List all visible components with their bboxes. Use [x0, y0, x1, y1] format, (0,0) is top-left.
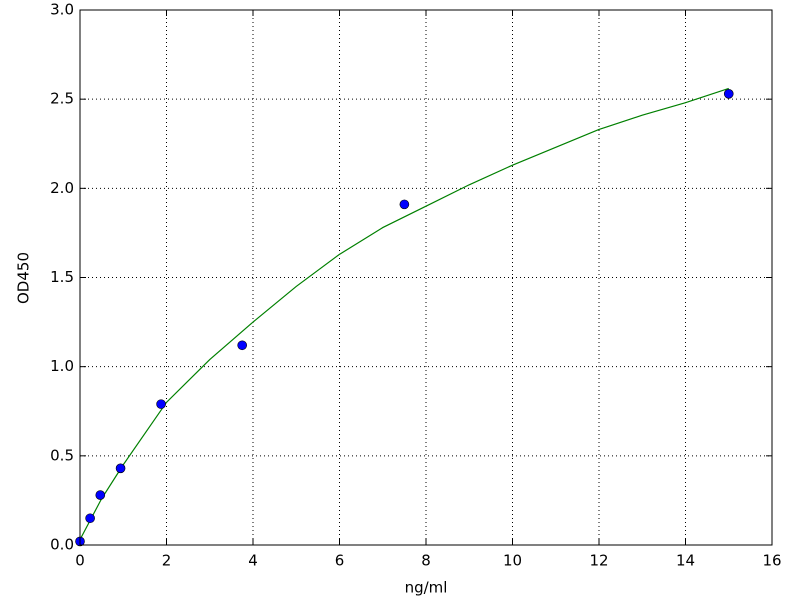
x-tick-label: 14 — [676, 552, 695, 570]
x-tick-label: 6 — [335, 552, 345, 570]
data-point — [115, 463, 126, 474]
data-point — [399, 199, 410, 210]
x-tick-label: 16 — [762, 552, 781, 570]
x-tick-label: 0 — [75, 552, 85, 570]
data-point — [237, 340, 247, 351]
x-axis-label: ng/ml — [405, 579, 448, 597]
y-tick-label: 2.0 — [50, 179, 74, 197]
data-point — [95, 490, 106, 500]
data-point — [156, 399, 166, 409]
y-tick-label: 1.0 — [50, 357, 74, 375]
x-tick-label: 12 — [589, 552, 608, 570]
data-point — [723, 89, 734, 99]
y-tick-label: 1.5 — [50, 268, 74, 286]
y-tick-label: 3.0 — [50, 1, 74, 19]
fit-line — [79, 87, 729, 540]
x-tick-label: 4 — [248, 552, 258, 570]
x-tick-label: 2 — [162, 552, 172, 570]
plot-frame — [79, 9, 773, 546]
y-tick-label: 0.0 — [50, 536, 74, 554]
x-tick-label: 10 — [503, 552, 522, 570]
y-axis-label: OD450 — [15, 252, 33, 304]
x-tick-label: 8 — [421, 552, 431, 570]
y-tick-label: 2.5 — [50, 90, 74, 108]
data-point — [85, 513, 95, 524]
y-tick-label: 0.5 — [50, 446, 74, 464]
